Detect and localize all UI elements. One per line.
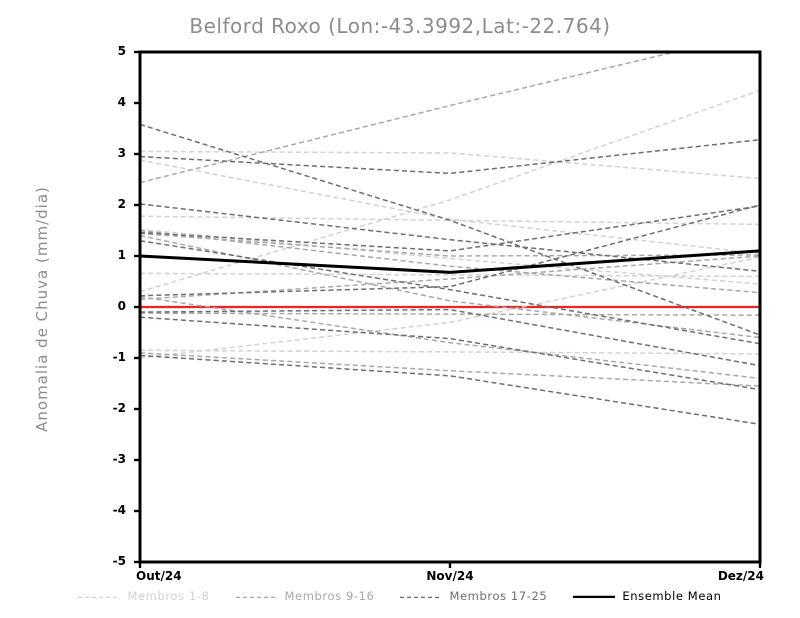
member-line (140, 272, 760, 278)
member-line (140, 52, 678, 184)
legend-label: Membros 9-16 (284, 589, 375, 603)
member-line (140, 349, 760, 355)
y-axis-tick-label: -4 (112, 503, 126, 517)
y-axis-tick-label: 5 (117, 44, 126, 58)
member-line (140, 123, 760, 336)
member-line (140, 229, 760, 294)
y-axis-tick-label: 3 (117, 146, 126, 160)
legend-swatch-4 (573, 595, 616, 598)
member-line (140, 138, 760, 175)
page-title: Belford Roxo (Lon:-43.3992,Lat:-22.764) (189, 14, 611, 38)
y-axis-tick-label: -3 (112, 452, 126, 466)
legend-swatch-2 (235, 596, 278, 598)
member-line (140, 205, 760, 252)
legend-swatch-3 (400, 596, 443, 598)
legend-label: Ensemble Mean (622, 589, 722, 603)
x-axis-tick-label: Out/24 (136, 569, 182, 583)
legend-item[interactable]: Membros 17-25 (400, 589, 547, 603)
member-line (140, 232, 760, 257)
member-line (140, 256, 760, 359)
member-line (140, 354, 760, 426)
member-line (140, 234, 760, 339)
member-line (140, 203, 760, 273)
y-axis-tick-label: 1 (117, 248, 126, 262)
member-line (140, 255, 760, 301)
x-axis-tick-label: Nov/24 (426, 569, 474, 583)
legend-item[interactable]: Membros 9-16 (235, 589, 375, 603)
y-axis-tick-label: -1 (112, 350, 126, 364)
member-line (140, 159, 760, 255)
member-line (140, 239, 760, 345)
member-line (140, 150, 760, 180)
ensemble-mean-line (140, 249, 760, 274)
x-axis-tick-label: Dez/24 (717, 569, 764, 583)
legend-swatch-1 (78, 596, 121, 598)
member-line (140, 312, 760, 316)
member-line (140, 352, 760, 387)
y-axis-tick-label: 4 (117, 95, 126, 109)
legend-label: Membros 17-25 (449, 589, 548, 603)
member-line (140, 316, 760, 391)
chart-legend: Membros 1-8 Membros 9-16 Membros 17-25 Ense… (0, 586, 800, 606)
y-axis-tick-label: -5 (112, 554, 126, 568)
y-axis-tick-label: 2 (117, 197, 126, 211)
legend-label: Membros 1-8 (127, 589, 210, 603)
y-axis-tick-label: -2 (112, 401, 126, 415)
member-line (140, 204, 760, 297)
member-line (140, 308, 760, 367)
member-line (140, 215, 760, 226)
legend-item[interactable]: Membros 1-8 (78, 589, 209, 603)
member-line (140, 296, 760, 380)
legend-item[interactable]: Ensemble Mean (573, 589, 721, 603)
y-axis-tick-label: 0 (117, 299, 126, 313)
